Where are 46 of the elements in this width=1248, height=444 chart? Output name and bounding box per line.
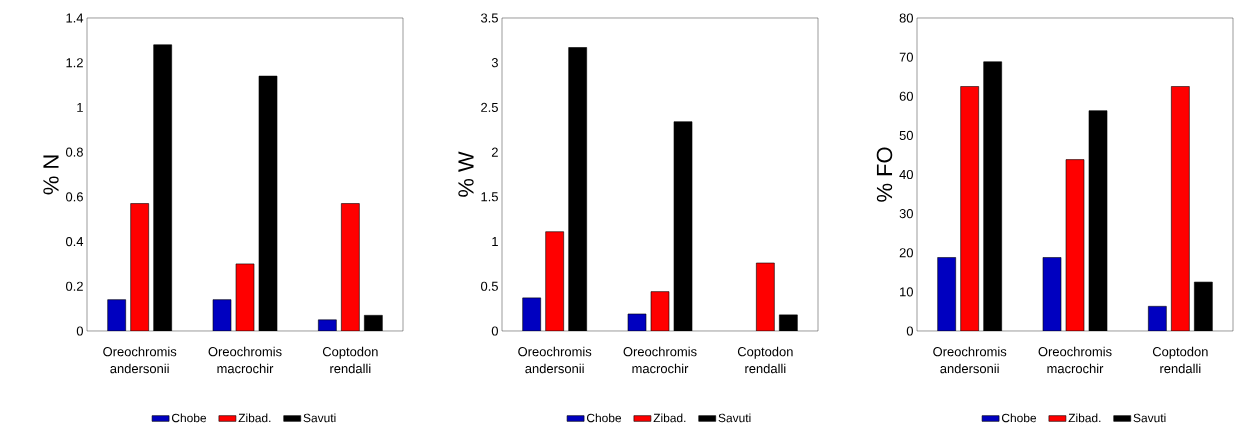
y-axis-title: % N (43, 155, 59, 195)
x-tick-label: Oreochromis andersonii (103, 346, 177, 374)
y-tick-label: 0 (76, 326, 83, 336)
y-tick-label: 3 (491, 58, 498, 68)
y-tick-label: 2 (491, 147, 498, 157)
x-tick-label: Coptodon rendalli (322, 346, 378, 374)
legend-label: Zibad. (238, 413, 271, 423)
y-tick-label: 1 (77, 102, 83, 112)
x-tick-label: Coptodon rendalli (737, 346, 793, 374)
y-tick-label: 40 (899, 169, 913, 180)
x-tick-label: Oreochromis andersonii (933, 346, 1007, 374)
y-tick-label: 20 (899, 248, 913, 258)
legend-label: Savuti (718, 413, 751, 423)
y-tick-label: 70 (899, 52, 913, 62)
legend-label: Zibad. (1068, 413, 1101, 423)
y-tick-label: 30 (899, 209, 913, 219)
y-tick-label: 60 (899, 91, 913, 101)
x-tick-label: Oreochromis andersonii (518, 346, 592, 374)
y-tick-label: 1 (492, 237, 498, 247)
y-axis-title: % FO (876, 147, 893, 202)
y-tick-label: 0.2 (65, 281, 83, 291)
legend-label: Savuti (1133, 413, 1166, 423)
legend-label: Chobe (1001, 413, 1037, 423)
legend-label: Chobe (586, 413, 622, 423)
y-tick-label: 1.5 (481, 192, 498, 202)
y-tick-label: 0 (491, 326, 498, 336)
y-tick-label: 0.8 (65, 147, 83, 157)
x-tick-label: Coptodon rendalli (1152, 346, 1208, 374)
y-tick-label: 50 (899, 130, 913, 140)
y-tick-label: 3.5 (480, 13, 498, 23)
x-tick-label: Oreochromis macrochir (1038, 346, 1112, 374)
y-tick-label: 0 (906, 326, 913, 336)
y-tick-label: 1.2 (66, 58, 83, 68)
legend-label: Zibad. (653, 413, 686, 423)
y-tick-label: 1.4 (66, 13, 84, 23)
y-tick-label: 0.5 (480, 281, 498, 291)
legend-label: Chobe (171, 413, 207, 423)
y-tick-label: 0.4 (65, 236, 84, 247)
legend-label: Savuti (303, 413, 336, 423)
y-tick-label: 80 (899, 13, 913, 23)
x-tick-label: Oreochromis macrochir (623, 346, 697, 374)
y-axis-title: % W (458, 151, 474, 197)
y-tick-label: 2.5 (481, 102, 498, 112)
y-tick-label: 0.6 (65, 192, 83, 202)
y-tick-label: 10 (900, 287, 913, 297)
x-tick-label: Oreochromis macrochir (208, 346, 282, 374)
